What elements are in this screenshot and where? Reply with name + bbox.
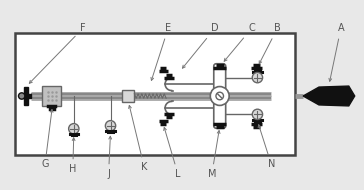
Polygon shape bbox=[303, 86, 355, 106]
Circle shape bbox=[216, 92, 223, 100]
Circle shape bbox=[69, 124, 79, 134]
Bar bbox=[15, 33, 295, 154]
Bar bbox=[24, 87, 28, 105]
Text: K: K bbox=[128, 105, 147, 173]
Circle shape bbox=[105, 121, 116, 131]
Text: H: H bbox=[69, 138, 76, 174]
FancyBboxPatch shape bbox=[214, 64, 226, 128]
Bar bbox=[42, 86, 62, 106]
Text: F: F bbox=[29, 24, 86, 83]
Text: D: D bbox=[182, 24, 218, 68]
Text: B: B bbox=[259, 24, 281, 64]
Text: J: J bbox=[107, 136, 112, 179]
Text: A: A bbox=[329, 24, 344, 81]
Text: C: C bbox=[224, 24, 255, 61]
Bar bbox=[122, 90, 134, 102]
Text: E: E bbox=[151, 24, 171, 80]
Circle shape bbox=[210, 87, 229, 105]
Bar bbox=[23, 93, 31, 98]
Text: G: G bbox=[41, 109, 53, 169]
Circle shape bbox=[252, 109, 262, 120]
Text: L: L bbox=[164, 127, 181, 179]
Circle shape bbox=[252, 72, 262, 83]
Circle shape bbox=[19, 93, 25, 99]
Text: M: M bbox=[207, 131, 220, 179]
Text: N: N bbox=[258, 125, 275, 169]
